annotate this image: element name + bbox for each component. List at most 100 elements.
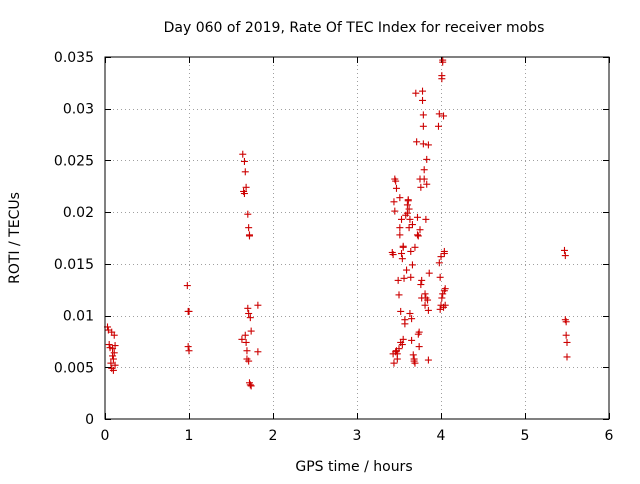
data-point (247, 382, 255, 390)
data-point (422, 215, 430, 223)
data-point (411, 243, 419, 251)
data-point (185, 347, 193, 355)
data-point (403, 266, 411, 274)
data-point (395, 345, 403, 353)
data-point (439, 290, 447, 298)
data-point (561, 252, 569, 260)
data-point (408, 315, 416, 323)
data-point (399, 243, 407, 251)
data-point (562, 318, 570, 326)
data-point (406, 215, 414, 223)
y-tick-label: 0 (85, 412, 94, 428)
data-point (404, 197, 412, 205)
data-point (184, 343, 192, 351)
x-tick-label: 6 (605, 428, 614, 444)
data-point (245, 224, 253, 232)
data-point (399, 335, 407, 343)
data-point (240, 157, 248, 165)
data-point (416, 226, 424, 234)
data-point (238, 335, 246, 343)
data-point (562, 331, 570, 339)
x-tick-label: 0 (101, 428, 110, 444)
y-axis-label: ROTI / TECUs (7, 192, 23, 284)
data-point (398, 250, 406, 258)
data-point (398, 255, 406, 263)
data-point (415, 343, 423, 351)
x-tick-label: 1 (185, 428, 194, 444)
data-point (560, 246, 568, 254)
data-point (417, 281, 425, 289)
data-point (110, 349, 118, 357)
data-point (419, 111, 427, 119)
data-point (245, 310, 253, 318)
data-point (563, 338, 571, 346)
data-point (246, 381, 254, 389)
y-tick-label: 0.005 (54, 360, 94, 376)
x-tick-label: 4 (437, 428, 446, 444)
data-point (437, 253, 445, 261)
data-point (401, 316, 409, 324)
data-point (434, 122, 442, 130)
data-point (423, 155, 431, 163)
data-point (415, 328, 423, 336)
data-point (418, 276, 426, 284)
data-point (391, 207, 399, 215)
data-point (110, 331, 118, 339)
data-point (396, 224, 404, 232)
x-tick-label: 5 (521, 428, 530, 444)
data-point (435, 110, 443, 118)
data-point (412, 89, 420, 97)
data-point (242, 338, 250, 346)
data-point (185, 307, 193, 315)
data-point (392, 177, 400, 185)
data-point (405, 205, 413, 213)
data-point (242, 183, 250, 191)
data-point (407, 247, 415, 255)
data-point (105, 341, 113, 349)
data-point (417, 183, 425, 191)
data-point (439, 58, 447, 66)
data-point (438, 75, 446, 83)
data-point (245, 357, 253, 365)
data-point (246, 314, 254, 322)
y-tick-label: 0.025 (54, 153, 94, 169)
data-point (244, 304, 252, 312)
data-point (254, 348, 262, 356)
data-point (413, 138, 421, 146)
y-tick-label: 0.03 (63, 102, 94, 118)
data-point (111, 361, 119, 369)
data-point (111, 342, 119, 350)
data-point (254, 301, 262, 309)
data-point (400, 274, 408, 282)
data-point (407, 273, 415, 281)
data-point (398, 341, 406, 349)
y-tick-label: 0.01 (63, 309, 94, 325)
data-point (183, 282, 191, 290)
data-point (408, 261, 416, 269)
data-point (396, 231, 404, 239)
data-point (405, 224, 413, 232)
data-point (109, 355, 117, 363)
data-point (240, 190, 248, 198)
data-point (392, 184, 400, 192)
data-point (395, 291, 403, 299)
data-point (419, 96, 427, 104)
data-point (419, 87, 427, 95)
data-point (107, 359, 115, 367)
data-point (413, 231, 421, 239)
data-point (563, 353, 571, 361)
data-point (403, 209, 411, 217)
data-point (413, 213, 421, 221)
data-point (440, 250, 448, 258)
data-point (398, 215, 406, 223)
data-point (421, 290, 429, 298)
y-tick-label: 0.035 (54, 50, 94, 66)
data-point (424, 356, 432, 364)
chart-title: Day 060 of 2019, Rate Of TEC Index for r… (164, 20, 545, 36)
data-point (406, 310, 414, 318)
data-point (397, 307, 405, 315)
data-point (420, 175, 428, 183)
x-tick-label: 3 (353, 428, 362, 444)
